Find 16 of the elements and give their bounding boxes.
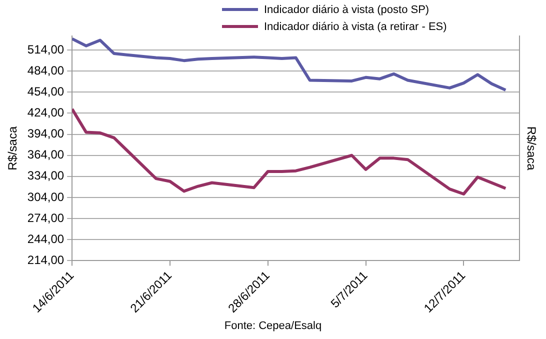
y-tick-label: 484,00 [27, 63, 64, 78]
y2-axis-title: R$/saca [524, 126, 538, 171]
y-tick-label: 274,00 [27, 210, 64, 225]
y-tick-label: 244,00 [27, 232, 64, 246]
legend-label: Indicador diário à vista (a retirar - ES) [264, 20, 447, 32]
source-note: Fonte: Cepea/Esalq [223, 320, 323, 332]
y-tick-label: 364,00 [27, 148, 64, 162]
y-axis-title: R$/saca [6, 126, 20, 170]
legend-label: Indicador diário à vista (posto SP) [264, 4, 430, 16]
y-tick-label: 394,00 [27, 126, 64, 141]
y-tick-label: 304,00 [27, 190, 64, 204]
y-tick-label: 214,00 [27, 253, 64, 268]
y-tick-label: 454,00 [27, 84, 64, 98]
y-tick-label: 424,00 [27, 106, 64, 120]
y-tick-label: 334,00 [27, 168, 64, 183]
y-tick-label: 514,00 [27, 42, 64, 56]
